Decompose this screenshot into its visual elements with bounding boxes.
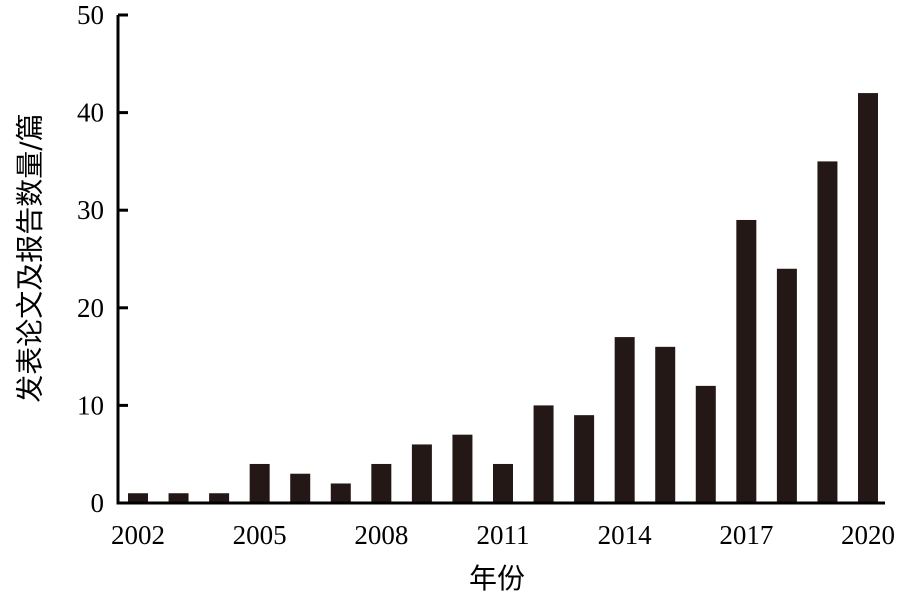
bar-2002	[128, 493, 148, 503]
bar-2012	[533, 405, 554, 503]
x-tick-label: 2011	[477, 520, 530, 550]
bar-2007	[330, 483, 351, 503]
bar-2008	[371, 463, 392, 503]
x-tick-label: 2020	[841, 520, 895, 550]
x-ticks: 2002 2005 2008 2011 2014 2017 2020	[111, 520, 895, 550]
bar-2017	[736, 219, 757, 503]
x-tick-label: 2008	[354, 520, 408, 550]
bar-2011	[493, 463, 513, 503]
bar-2014	[614, 337, 635, 503]
y-tick-label: 40	[77, 98, 104, 128]
bar-2013	[574, 415, 595, 503]
x-axis: 2002 2005 2008 2011 2014 2017 2020	[111, 501, 895, 550]
y-tick-label: 20	[77, 293, 104, 323]
bar-2010	[452, 434, 473, 503]
x-axis-title: 年份	[469, 562, 525, 595]
bar-2015	[655, 346, 676, 503]
y-ticks: 0 10 20 30 40 50	[77, 0, 128, 518]
bar-2005	[249, 463, 270, 503]
bar-2019	[817, 161, 838, 503]
x-tick-label: 2014	[598, 520, 653, 550]
bar-2020	[858, 93, 878, 503]
bars-group	[128, 93, 878, 503]
y-tick-label: 30	[77, 195, 104, 225]
y-axis-title: 发表论文及报告数量/篇	[14, 113, 47, 402]
bar-2016	[695, 385, 716, 503]
bar-2018	[776, 268, 797, 503]
y-axis: 0 10 20 30 40 50	[77, 0, 128, 518]
bar-2003	[168, 493, 189, 503]
y-tick-label: 0	[91, 488, 105, 518]
bar-2004	[209, 493, 230, 503]
y-tick-label: 50	[77, 0, 104, 30]
x-tick-label: 2002	[111, 520, 165, 550]
x-tick-label: 2017	[719, 520, 773, 550]
bar-2009	[411, 444, 432, 503]
bar-2006	[290, 473, 311, 503]
y-tick-label: 10	[77, 390, 104, 420]
x-tick-label: 2005	[233, 520, 287, 550]
